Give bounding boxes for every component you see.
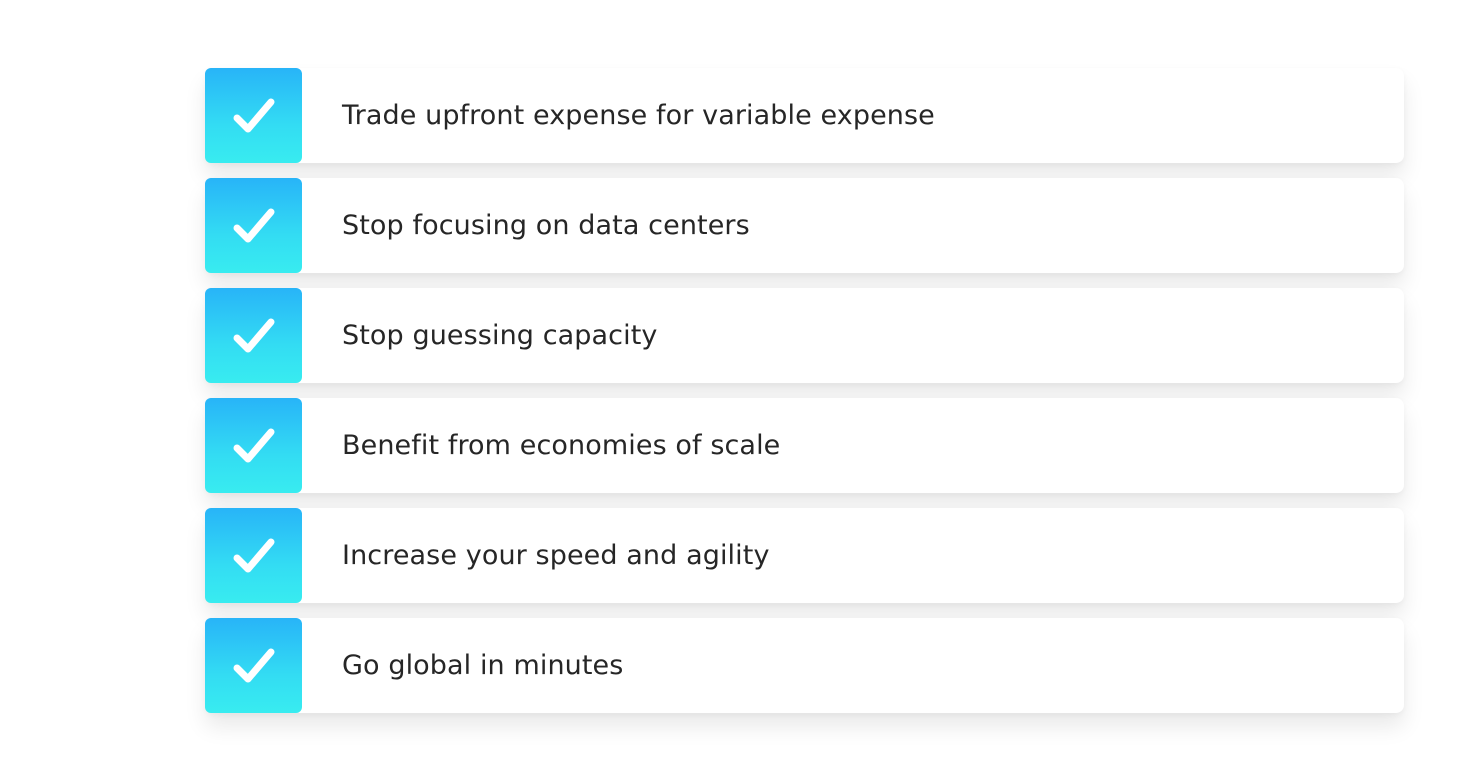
list-item: Stop focusing on data centers [205, 178, 1404, 273]
list-item: Trade upfront expense for variable expen… [205, 68, 1404, 163]
list-item-label: Stop focusing on data centers [342, 209, 750, 241]
list-item-label: Go global in minutes [342, 649, 624, 681]
check-icon [233, 98, 274, 132]
list-item: Go global in minutes [205, 618, 1404, 713]
benefits-list: Trade upfront expense for variable expen… [205, 68, 1404, 713]
list-item-label: Increase your speed and agility [342, 539, 770, 571]
list-item: Increase your speed and agility [205, 508, 1404, 603]
checkbox-tile [205, 68, 302, 163]
checkbox-tile [205, 288, 302, 383]
checkbox-tile [205, 618, 302, 713]
list-item: Stop guessing capacity [205, 288, 1404, 383]
list-item-label: Stop guessing capacity [342, 319, 658, 351]
list-item-label: Trade upfront expense for variable expen… [342, 99, 935, 131]
check-icon [233, 208, 274, 242]
check-icon [233, 318, 274, 352]
checkbox-tile [205, 178, 302, 273]
list-item-label: Benefit from economies of scale [342, 429, 781, 461]
check-icon [233, 428, 274, 462]
check-icon [233, 538, 274, 572]
checkbox-tile [205, 398, 302, 493]
checkbox-tile [205, 508, 302, 603]
check-icon [233, 648, 274, 682]
list-item: Benefit from economies of scale [205, 398, 1404, 493]
